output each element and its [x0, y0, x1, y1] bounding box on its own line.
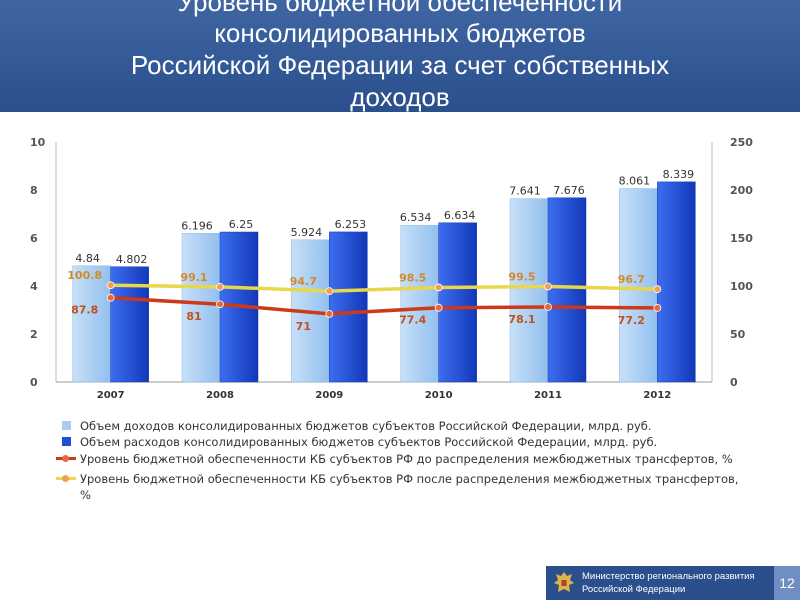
- line-before: [110, 295, 658, 316]
- line-after: [110, 283, 658, 293]
- bar-expense-label: 6.253: [335, 218, 367, 231]
- legend-marker-before: [62, 455, 69, 462]
- y-right-tick-label: 250: [730, 136, 753, 149]
- marker-before: [325, 309, 334, 318]
- y-left-tick-label: 2: [30, 328, 38, 341]
- legend-swatch-expense: [62, 437, 71, 446]
- y-right-tick-label: 50: [730, 328, 746, 341]
- bar-income-label: 6.196: [181, 219, 213, 232]
- bar-income-label: 4.84: [75, 252, 100, 265]
- title-line-4: доходов: [350, 82, 450, 112]
- line-after-label: 96.7: [618, 273, 645, 286]
- bar-income: [400, 224, 439, 383]
- ministry-name-line-2: Российской Федерации: [582, 584, 686, 595]
- line-after-label: 98.5: [399, 271, 426, 284]
- marker-after: [653, 285, 662, 294]
- marker-before: [106, 293, 115, 302]
- line-before-label: 77.4: [399, 314, 426, 327]
- x-tick-label: 2010: [425, 390, 453, 401]
- y-right-tick-label: 0: [730, 376, 738, 389]
- line-before-label: 71: [296, 320, 311, 333]
- ministry-name-line-1: Министерство регионального развития: [582, 571, 755, 582]
- coat-of-arms-icon: [554, 572, 574, 592]
- marker-after: [325, 287, 334, 295]
- y-left-tick-label: 0: [30, 376, 38, 389]
- legend-entry-income: Объем доходов консолидированных бюджетов…: [62, 418, 742, 434]
- bar-expense-label: 6.634: [444, 209, 476, 222]
- legend-label-before: Уровень бюджетной обеспеченности КБ субъ…: [80, 452, 733, 466]
- line-before-label: 87.8: [71, 304, 98, 317]
- chart-legend: Объем доходов консолидированных бюджетов…: [56, 418, 742, 503]
- page-number: 12: [774, 566, 800, 600]
- y-right-tick-label: 150: [730, 232, 753, 245]
- line-after-label: 99.1: [180, 271, 207, 284]
- bar-expense: [329, 231, 368, 383]
- bar-expense-label: 8.339: [663, 168, 695, 181]
- marker-after: [434, 283, 443, 292]
- x-tick-label: 2009: [315, 390, 343, 401]
- legend-label-income: Объем доходов консолидированных бюджетов…: [80, 419, 652, 433]
- line-after-label: 94.7: [290, 275, 317, 288]
- legend-label-expense: Объем расходов консолидированных бюджето…: [80, 435, 658, 449]
- ministry-name: Министерство регионального развития Росс…: [582, 570, 778, 596]
- footer-bar: Министерство регионального развития Росс…: [546, 566, 800, 600]
- bar-income-label: 5.924: [291, 226, 323, 239]
- bar-income: [509, 198, 549, 383]
- y-left-tick-label: 10: [30, 136, 46, 149]
- marker-after: [216, 282, 224, 291]
- bar-income-label: 7.641: [509, 185, 541, 198]
- bar-income-label: 6.534: [400, 211, 432, 224]
- legend-entry-before: Уровень бюджетной обеспеченности КБ субъ…: [56, 451, 742, 467]
- line-before-label: 77.2: [618, 314, 645, 327]
- bar-income: [72, 265, 111, 383]
- bar-expense-label: 4.802: [116, 253, 148, 266]
- x-tick-label: 2007: [97, 390, 125, 401]
- marker-before: [544, 303, 552, 311]
- line-after-label: 99.5: [508, 270, 535, 283]
- title-line-1: Уровень бюджетной обеспеченности: [177, 0, 623, 17]
- y-left-tick-label: 6: [30, 232, 38, 245]
- line-before-label: 78.1: [508, 313, 535, 326]
- marker-before: [216, 300, 224, 309]
- marker-after: [544, 282, 552, 291]
- legend-swatch-income: [62, 421, 71, 430]
- legend-entry-expense: Объем расходов консолидированных бюджето…: [62, 434, 742, 450]
- line-after-label: 100.8: [67, 269, 102, 282]
- bar-expense-label: 7.676: [553, 184, 585, 197]
- x-tick-label: 2011: [534, 390, 562, 401]
- bar-expense: [657, 181, 696, 383]
- bar-expense: [438, 222, 477, 383]
- bar-expense: [547, 197, 587, 383]
- marker-before: [434, 303, 443, 312]
- legend-entry-after: Уровень бюджетной обеспеченности КБ субъ…: [56, 471, 742, 503]
- legend-label-after: Уровень бюджетной обеспеченности КБ субъ…: [80, 472, 739, 502]
- y-left-tick-label: 4: [30, 280, 38, 293]
- title-line-2: консолидированных бюджетов: [214, 18, 586, 48]
- bar-income-label: 8.061: [619, 175, 651, 188]
- x-tick-label: 2008: [206, 390, 234, 401]
- y-left-tick-label: 8: [30, 184, 38, 197]
- line-before-label: 81: [186, 310, 201, 323]
- x-tick-label: 2012: [643, 390, 671, 401]
- title-line-3: Российской Федерации за счет собственных: [130, 50, 670, 80]
- marker-after: [106, 281, 115, 290]
- bar-income: [619, 188, 658, 383]
- y-right-tick-label: 100: [730, 280, 753, 293]
- marker-before: [653, 303, 662, 312]
- slide-header: Уровень бюджетной обеспеченности консоли…: [0, 0, 800, 112]
- bar-expense-label: 6.25: [229, 218, 254, 231]
- legend-marker-after: [62, 475, 69, 482]
- bar-income: [181, 233, 221, 383]
- y-right-tick-label: 200: [730, 184, 753, 197]
